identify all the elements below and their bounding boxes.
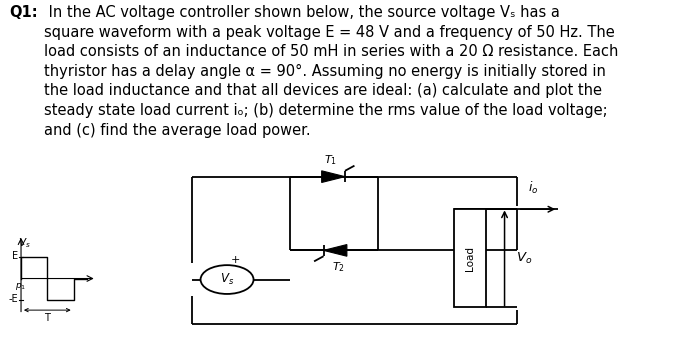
Text: -E: -E	[9, 294, 18, 304]
Polygon shape	[323, 245, 347, 256]
Text: $V_s$: $V_s$	[18, 236, 31, 250]
Text: Q1:: Q1:	[9, 5, 38, 20]
Text: T: T	[44, 314, 50, 323]
Polygon shape	[322, 171, 345, 182]
Text: $T_1$: $T_1$	[324, 153, 337, 167]
Text: $i_o$: $i_o$	[528, 179, 538, 196]
Text: $T_2$: $T_2$	[332, 261, 344, 274]
FancyBboxPatch shape	[454, 209, 486, 307]
Text: $p_1$: $p_1$	[15, 281, 27, 292]
Text: $V_o$: $V_o$	[516, 250, 532, 266]
Text: E: E	[13, 251, 18, 261]
Text: In the AC voltage controller shown below, the source voltage Vₛ has a
square wav: In the AC voltage controller shown below…	[43, 5, 618, 138]
Text: +: +	[230, 255, 240, 265]
Text: Load: Load	[465, 246, 475, 271]
Text: $V_s$: $V_s$	[220, 272, 234, 287]
